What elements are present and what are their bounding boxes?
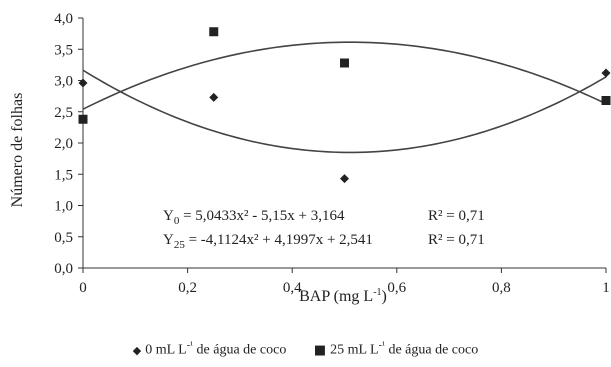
diamond-point: [601, 68, 611, 78]
equation-y25: Y25 = -4,1124x² + 4,1997x + 2,541: [163, 232, 373, 251]
x-tick-label: 0,2: [178, 280, 197, 296]
diamond-marker-icon: ◆: [132, 343, 142, 357]
y-tick-label: 2,0: [54, 136, 73, 152]
fit-curves: [82, 41, 607, 154]
y-tick-label: 2,5: [54, 105, 73, 121]
ticks: 0,0 0,5 1,0 1,5 2,0 2,5 3,0 3,5 4,0 0 0,2 0,4 0,6 0,8…: [54, 11, 610, 296]
data-points: [78, 27, 611, 184]
x-tick-label: 0,8: [492, 280, 511, 296]
legend-item-25ml: ■ 25 mL L-¹ de água de coco: [313, 340, 479, 358]
square-point: [340, 58, 349, 68]
y-tick-label: 0,0: [54, 261, 73, 277]
equation-y0: Y0 = 5,0433x² - 5,15x + 3,164: [163, 208, 345, 227]
y-tick-label: 3,5: [54, 42, 73, 58]
diamond-point: [340, 174, 349, 184]
y-tick-label: 1,5: [54, 167, 73, 183]
square-marker-icon: ■: [313, 342, 327, 358]
y-tick-label: 1,0: [54, 199, 73, 215]
diamond-point: [209, 92, 219, 102]
legend: ◆ 0 mL L-¹ de água de coco ■ 25 mL L-¹ de …: [0, 340, 611, 359]
x-tick-label: 0,6: [387, 280, 406, 296]
y-tick-label: 4,0: [54, 11, 73, 27]
x-tick-label: 0: [79, 280, 87, 296]
r2-y0: R² = 0,71: [428, 208, 485, 224]
x-tick-label: 0,4: [283, 280, 302, 296]
x-axis-title: BAP (mg L-1): [299, 287, 387, 305]
fit-curve-series-1: [82, 41, 607, 110]
x-tick-label: 1: [602, 280, 610, 296]
y-tick-label: 3,0: [54, 74, 73, 90]
y-tick-label: 0,5: [54, 230, 73, 246]
r2-y25: R² = 0,71: [428, 232, 485, 248]
y-axis-title: Número de folhas: [9, 93, 26, 208]
legend-item-0ml: ◆ 0 mL L-¹ de água de coco: [132, 340, 287, 358]
diamond-point: [78, 78, 88, 88]
square-point: [78, 114, 88, 124]
square-point: [601, 96, 611, 105]
x-axis-title-sup: -1: [373, 287, 381, 298]
chart: 0,0 0,5 1,0 1,5 2,0 2,5 3,0 3,5 4,0 0 0,2 0,4 0,6 0,8…: [9, 11, 611, 305]
axes: [82, 18, 606, 269]
square-point: [209, 27, 219, 37]
fit-curve-series-0: [82, 69, 607, 154]
